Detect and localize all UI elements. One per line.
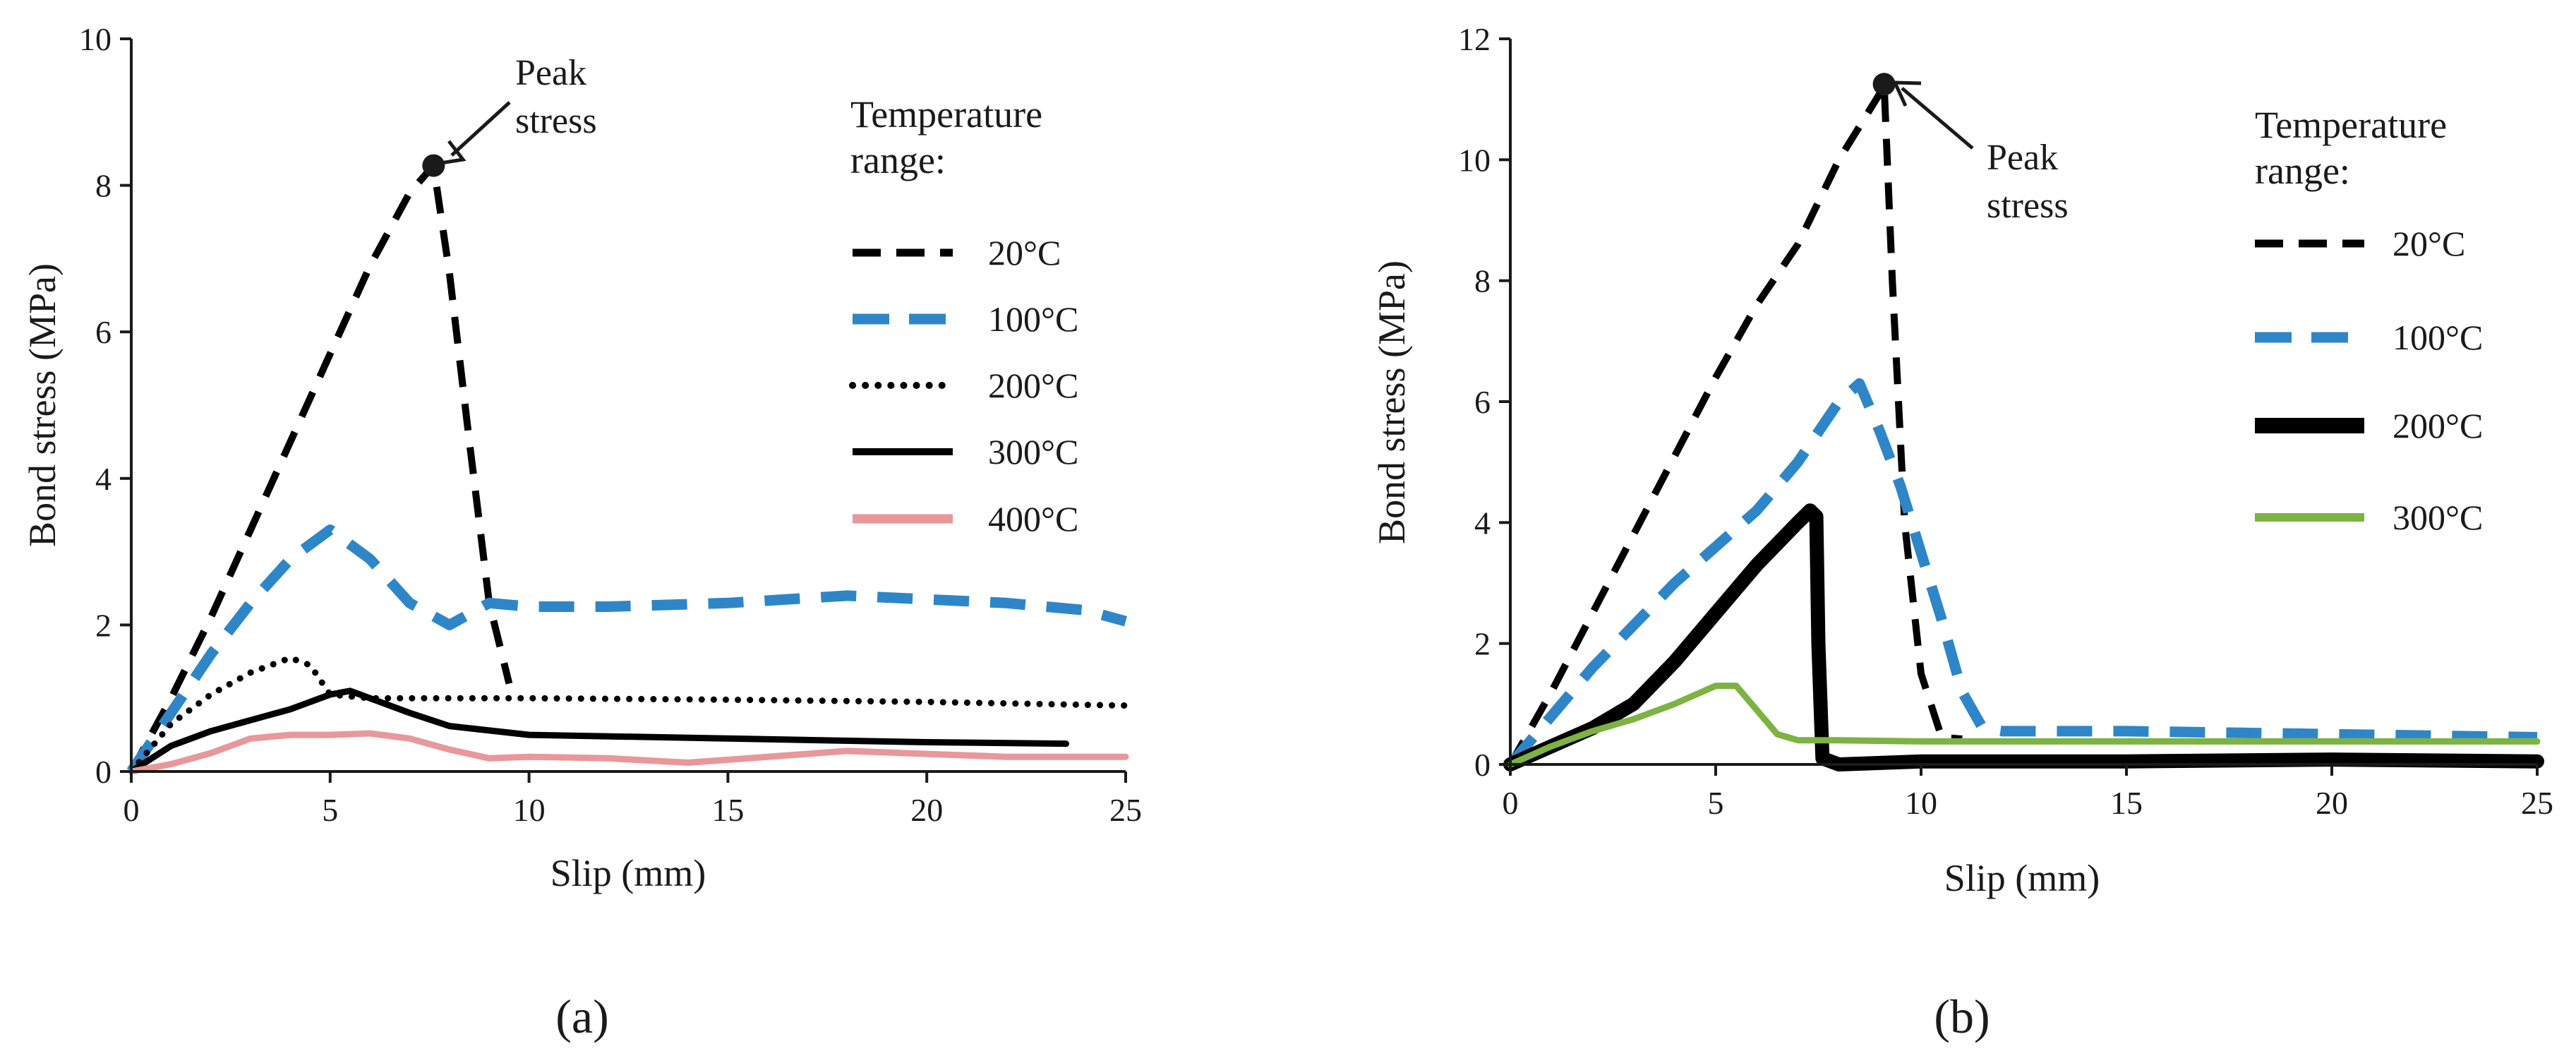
chart-b-legend-title-2: range: bbox=[2255, 150, 2350, 192]
chart-a-legend-label-100: 100°C bbox=[988, 299, 1078, 339]
chart-a-legend-label-400: 400°C bbox=[988, 499, 1078, 539]
chart-a-legend-label-200: 200°C bbox=[988, 366, 1078, 405]
chart-a-series-300C-line bbox=[128, 687, 1069, 775]
chart-a-series-100C-line bbox=[126, 524, 1127, 775]
chart-a-ytick-label: 6 bbox=[95, 314, 112, 350]
chart-a-annotation-arrow bbox=[450, 101, 511, 157]
chart-a-ticks: 0 5 10 15 20 25 0 2 4 6 8 10 bbox=[79, 21, 1142, 828]
panel-label-a: (a) bbox=[555, 990, 608, 1043]
chart-b-legend-label-200: 200°C bbox=[2393, 406, 2483, 445]
chart-b-legend-title-1: Temperature bbox=[2255, 104, 2447, 146]
chart-a-ytick-label: 10 bbox=[79, 21, 112, 57]
chart-b-ytick-label: 2 bbox=[1474, 626, 1491, 662]
chart-b-ytick-label: 4 bbox=[1474, 505, 1491, 541]
chart-a-legend-label-300: 300°C bbox=[988, 432, 1078, 472]
chart-b-series-200C-line bbox=[1503, 503, 2544, 771]
chart-b-ticks: 0 5 10 15 20 25 0 2 4 6 8 10 12 bbox=[1458, 21, 2553, 821]
chart-b-peak-marker bbox=[1872, 73, 1896, 96]
chart-b-annotation: Peak stress bbox=[1872, 73, 2069, 226]
chart-b-xtick-label: 5 bbox=[1708, 785, 1724, 821]
chart-a-xtick-label: 10 bbox=[513, 792, 546, 828]
chart-b-ytick-label: 10 bbox=[1458, 142, 1491, 178]
chart-b-xlabel: Slip (mm) bbox=[1944, 857, 2100, 899]
chart-b-xtick-label: 10 bbox=[1905, 785, 1937, 821]
chart-b-ylabel: Bond stress (MPa) bbox=[1371, 260, 1413, 544]
chart-b-xtick-label: 20 bbox=[2316, 785, 2348, 821]
chart-b-legend: Temperature range: 20°C 100°C 200°C 300°… bbox=[2255, 104, 2483, 537]
chart-a-xtick-label: 0 bbox=[124, 792, 140, 828]
chart-b-xtick-label: 25 bbox=[2521, 785, 2553, 821]
chart-a-ytick-label: 2 bbox=[95, 607, 112, 643]
chart-a-annotation-arrowhead bbox=[435, 140, 467, 166]
chart-a-annotation-line-2: stress bbox=[515, 101, 597, 141]
chart-b-ytick-label: 8 bbox=[1474, 263, 1491, 299]
chart-panel-b: 0 5 10 15 20 25 0 2 4 6 8 10 12 Slip (mm) Bond stres… bbox=[1371, 21, 2553, 1043]
chart-b-ytick-label: 0 bbox=[1474, 747, 1491, 783]
chart-b-series-100C-line bbox=[1506, 378, 2538, 768]
chart-b-annotation-arrow bbox=[1901, 87, 1974, 150]
chart-b-legend-label-20: 20°C bbox=[2393, 224, 2465, 263]
chart-a-xtick-label: 5 bbox=[322, 792, 338, 828]
chart-b-xtick-label: 15 bbox=[2110, 785, 2143, 821]
chart-b-series-20C-line bbox=[1507, 80, 1963, 767]
chart-b-ytick-label: 6 bbox=[1474, 384, 1491, 420]
chart-a-xtick-label: 20 bbox=[910, 792, 943, 828]
chart-b-annotation-line-1: Peak bbox=[1987, 138, 2058, 178]
chart-b-legend-label-100: 100°C bbox=[2393, 318, 2483, 357]
chart-a-legend-title-2: range: bbox=[850, 139, 946, 181]
chart-a-legend-label-20: 20°C bbox=[988, 233, 1061, 272]
chart-a-peak-marker bbox=[422, 154, 445, 177]
chart-a-xtick-label: 15 bbox=[711, 792, 744, 828]
chart-panel-a: 0 5 10 15 20 25 0 2 4 6 8 10 Slip (mm) Bond stress … bbox=[21, 21, 1142, 1043]
chart-b-series-300C-line bbox=[1507, 683, 2541, 768]
chart-a-series-400C-line bbox=[128, 730, 1129, 775]
chart-b-plot-area bbox=[1503, 80, 2544, 771]
chart-a-legend-title-1: Temperature bbox=[850, 93, 1042, 136]
chart-a-ytick-label: 8 bbox=[95, 168, 112, 204]
chart-a-annotation: Peak stress bbox=[422, 53, 597, 177]
chart-a-plot-area bbox=[126, 162, 1129, 775]
chart-a-xlabel: Slip (mm) bbox=[550, 852, 706, 894]
panel-label-b: (b) bbox=[1934, 990, 1990, 1043]
chart-a-annotation-line-1: Peak bbox=[515, 53, 586, 93]
chart-b-legend-label-300: 300°C bbox=[2393, 498, 2483, 537]
chart-a-xtick-label: 25 bbox=[1109, 792, 1142, 828]
chart-a-legend: Temperature range: 20°C 100°C 200°C 300°… bbox=[849, 93, 1078, 539]
chart-b-annotation-line-2: stress bbox=[1987, 186, 2069, 226]
chart-a-ytick-label: 0 bbox=[95, 754, 112, 790]
chart-b-ytick-label: 12 bbox=[1458, 21, 1491, 57]
chart-b-xtick-label: 0 bbox=[1503, 785, 1519, 821]
chart-a-ylabel: Bond stress (MPa) bbox=[21, 263, 64, 547]
chart-a-ytick-label: 4 bbox=[95, 461, 112, 497]
